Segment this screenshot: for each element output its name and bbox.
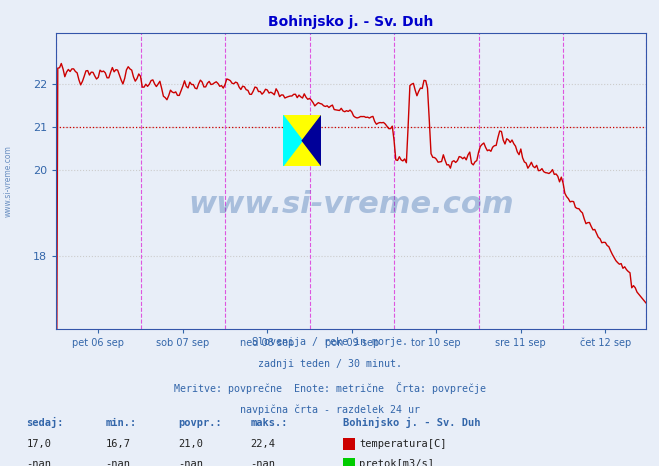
Text: 22,4: 22,4 [250,439,275,449]
Text: navpična črta - razdelek 24 ur: navpična črta - razdelek 24 ur [239,404,420,415]
Text: sedaj:: sedaj: [26,418,64,428]
Text: zadnji teden / 30 minut.: zadnji teden / 30 minut. [258,359,401,369]
Text: pretok[m3/s]: pretok[m3/s] [359,459,434,466]
Text: -nan: -nan [178,459,203,466]
Text: www.si-vreme.com: www.si-vreme.com [188,190,514,219]
Text: Bohinjsko j. - Sv. Duh: Bohinjsko j. - Sv. Duh [343,418,480,428]
FancyBboxPatch shape [283,116,322,166]
Title: Bohinjsko j. - Sv. Duh: Bohinjsko j. - Sv. Duh [268,14,434,29]
Text: Slovenija / reke in morje.: Slovenija / reke in morje. [252,337,407,347]
Text: www.si-vreme.com: www.si-vreme.com [3,144,13,217]
Text: -nan: -nan [26,459,51,466]
Text: temperatura[C]: temperatura[C] [359,439,447,449]
Polygon shape [302,116,322,166]
Polygon shape [283,116,302,166]
Text: -nan: -nan [105,459,130,466]
Text: Meritve: povprečne  Enote: metrične  Črta: povprečje: Meritve: povprečne Enote: metrične Črta:… [173,382,486,394]
Text: 21,0: 21,0 [178,439,203,449]
Text: 16,7: 16,7 [105,439,130,449]
Text: 17,0: 17,0 [26,439,51,449]
Text: -nan: -nan [250,459,275,466]
Text: maks.:: maks.: [250,418,288,428]
Text: min.:: min.: [105,418,136,428]
Text: povpr.:: povpr.: [178,418,221,428]
